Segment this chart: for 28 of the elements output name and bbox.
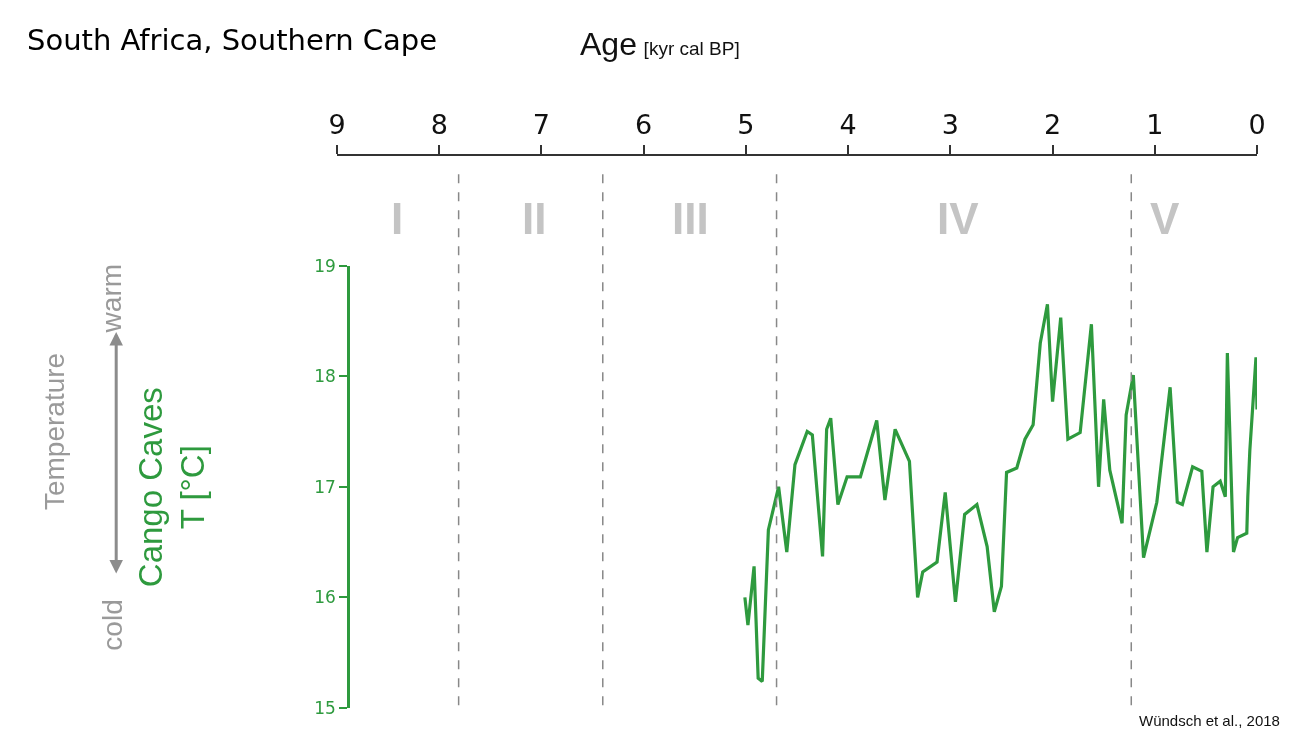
y-tick-label: 16 [314, 587, 336, 608]
text: IV [937, 194, 980, 243]
text: II [522, 194, 547, 243]
x-tick-label: 9 [328, 109, 346, 141]
line-series [743, 302, 1257, 684]
text: cold [96, 599, 128, 651]
y-tick-label: 15 [314, 697, 336, 718]
x-tick-label: 7 [532, 109, 551, 141]
x-axis-title: Age [kyr cal BP] [580, 26, 740, 62]
x-tick-label: 2 [1043, 109, 1062, 141]
x-tick-label: 4 [839, 109, 857, 141]
chart-title: South Africa, Southern Cape [27, 23, 438, 57]
y-tick-label: 19 [314, 255, 336, 276]
x-tick-label: 3 [941, 109, 959, 141]
x-tick-label: 0 [1248, 109, 1266, 141]
text: I [391, 194, 404, 243]
x-tick-label: 8 [430, 109, 448, 141]
x-tick-label: 6 [635, 109, 653, 141]
x-tick-label: 1 [1146, 109, 1164, 141]
text: V [1150, 194, 1180, 243]
y-tick-label: 18 [314, 366, 336, 387]
text: warm [95, 263, 127, 334]
text: III [672, 194, 709, 243]
text: Wündsch et al., 2018 [1139, 712, 1280, 729]
text: Temperature [39, 352, 71, 511]
x-tick-label: 5 [737, 109, 755, 141]
y-tick-label: 17 [314, 476, 336, 497]
y-axis-title: Cango Caves T [°C] [131, 387, 212, 588]
